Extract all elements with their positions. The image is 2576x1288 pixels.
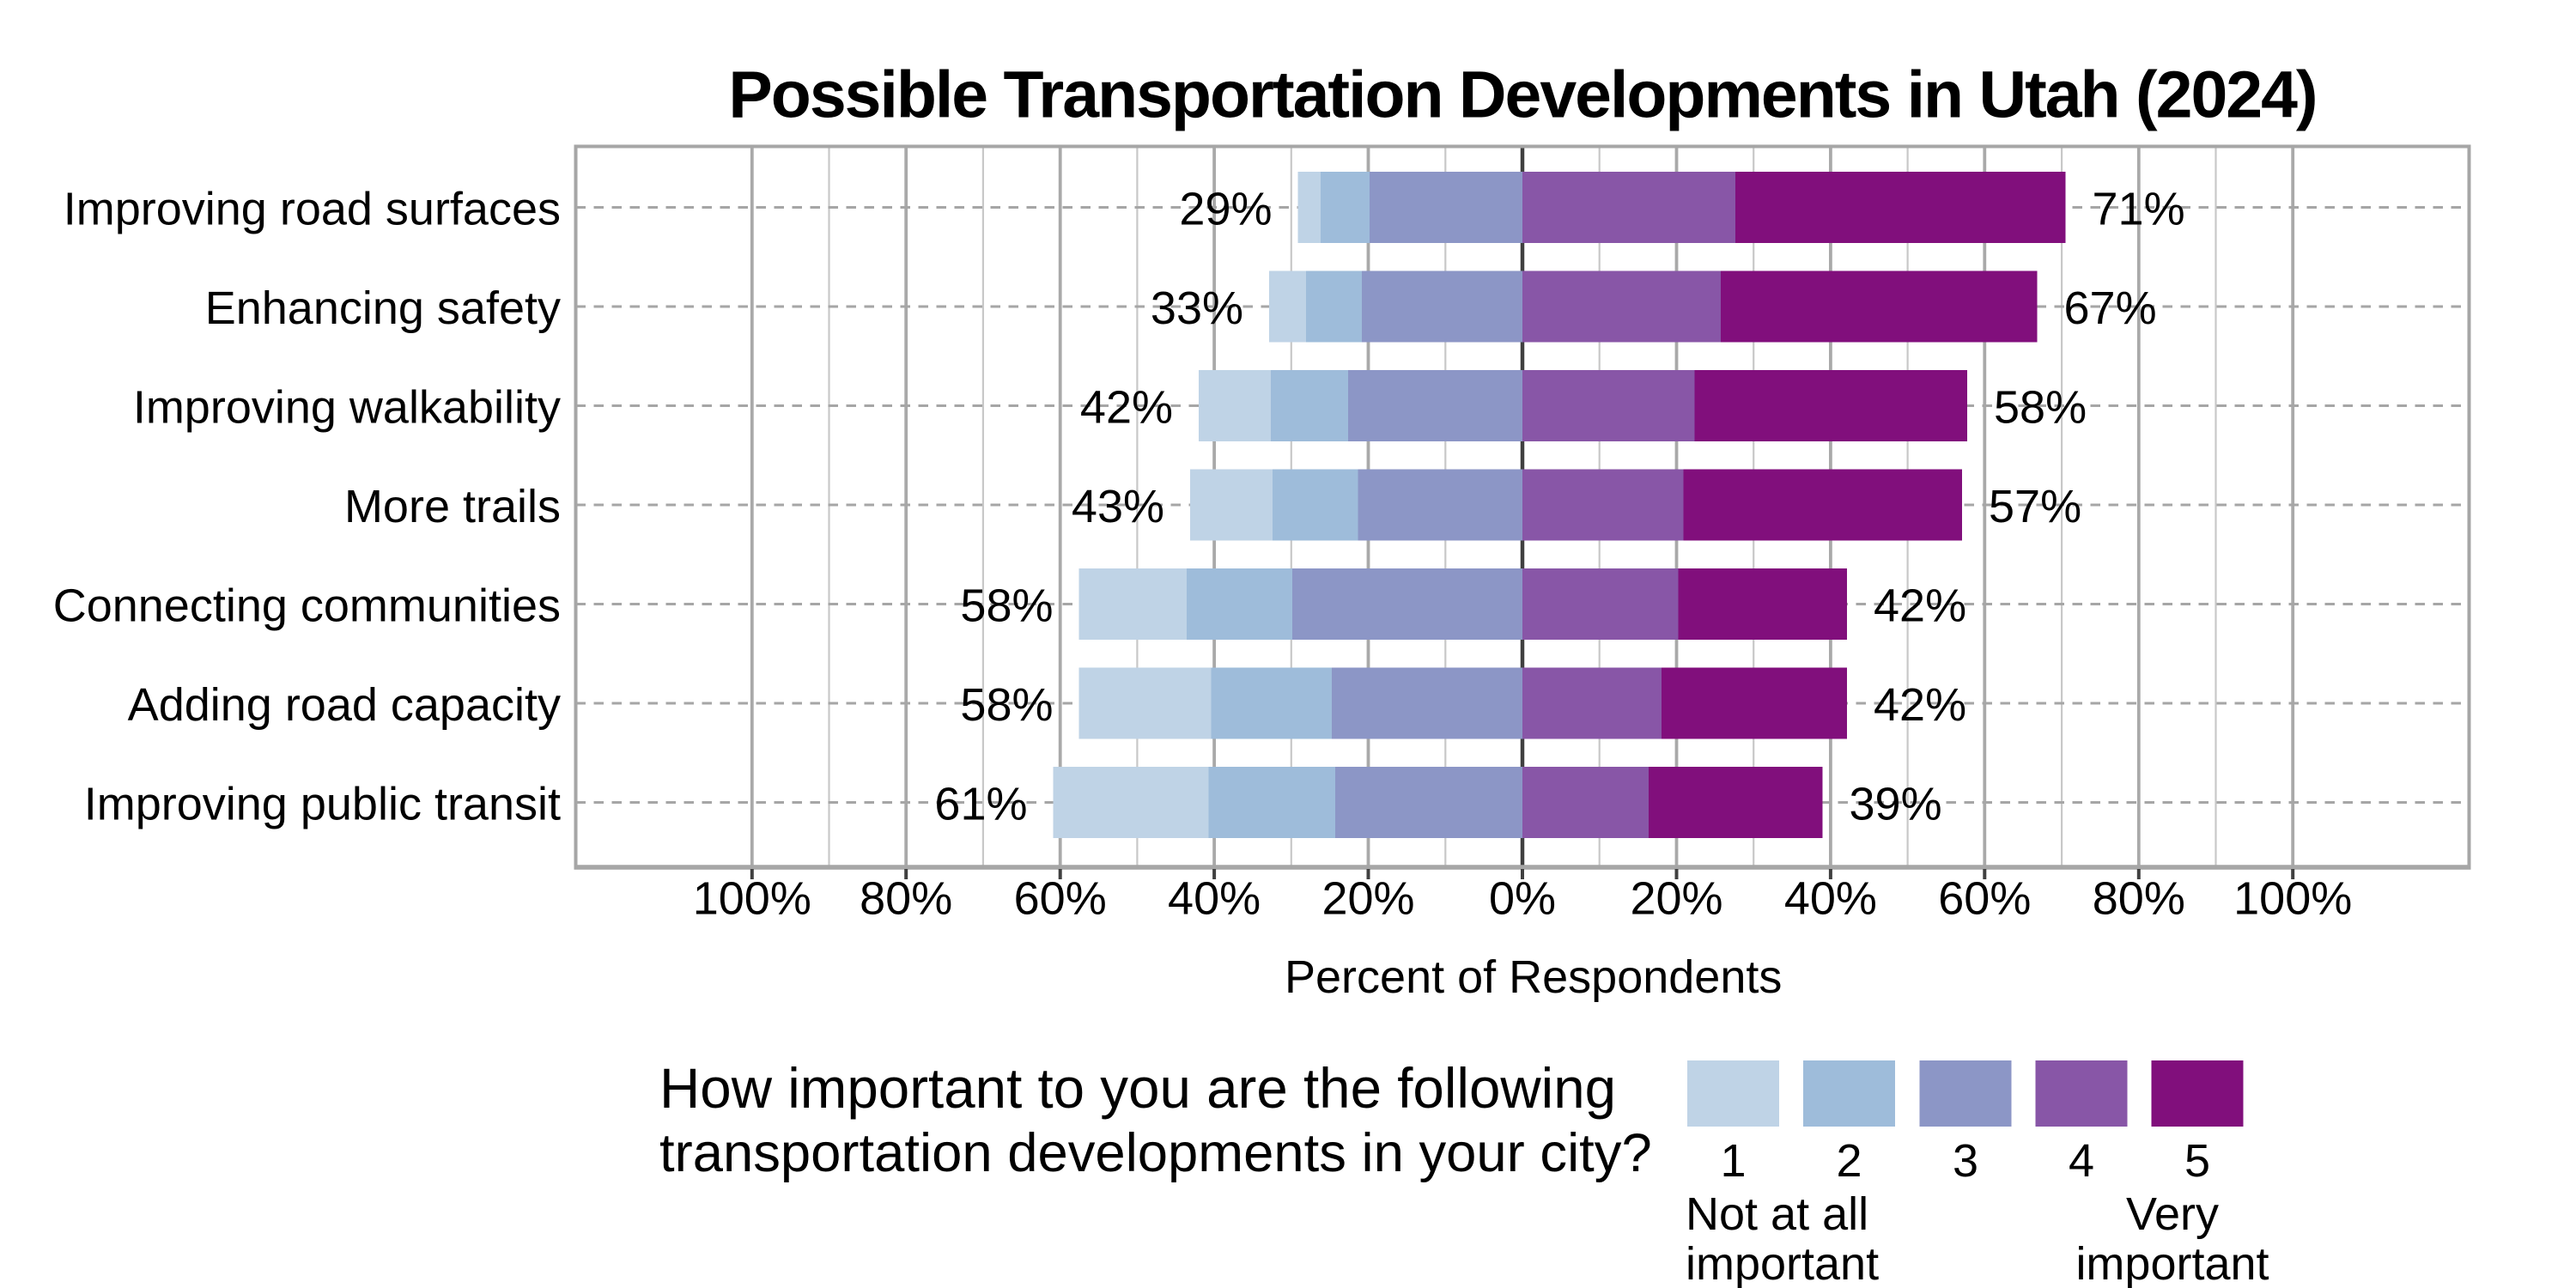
svg-text:71%: 71% <box>2093 184 2185 235</box>
svg-text:Very: Very <box>2126 1188 2219 1240</box>
svg-text:80%: 80% <box>860 873 952 925</box>
svg-text:Improving public transit: Improving public transit <box>84 779 561 830</box>
svg-text:5: 5 <box>2184 1135 2210 1187</box>
svg-text:1: 1 <box>1720 1135 1746 1187</box>
svg-text:60%: 60% <box>1014 873 1107 925</box>
svg-text:33%: 33% <box>1151 283 1243 334</box>
svg-text:3: 3 <box>1953 1135 1978 1187</box>
svg-text:important: important <box>1686 1238 1879 1288</box>
svg-text:42%: 42% <box>1080 382 1173 434</box>
svg-text:Possible Transportation Develo: Possible Transportation Developments in … <box>728 58 2316 132</box>
svg-text:Connecting communities: Connecting communities <box>53 580 561 632</box>
svg-text:important: important <box>2075 1238 2269 1288</box>
svg-text:58%: 58% <box>1994 382 2087 434</box>
svg-text:42%: 42% <box>1874 580 1966 632</box>
svg-text:How important to you are the f: How important to you are the following <box>659 1057 1616 1120</box>
svg-text:61%: 61% <box>934 779 1027 830</box>
svg-text:43%: 43% <box>1072 481 1164 532</box>
svg-text:Enhancing safety: Enhancing safety <box>205 283 561 334</box>
svg-text:transportation developments in: transportation developments in your city… <box>659 1123 1652 1183</box>
svg-text:40%: 40% <box>1168 873 1261 925</box>
svg-text:100%: 100% <box>2233 873 2352 925</box>
svg-text:Improving road surfaces: Improving road surfaces <box>64 184 561 235</box>
svg-text:42%: 42% <box>1874 679 1966 731</box>
svg-text:58%: 58% <box>960 679 1053 731</box>
svg-text:Adding road capacity: Adding road capacity <box>128 679 561 731</box>
svg-text:4: 4 <box>2069 1135 2094 1187</box>
svg-text:20%: 20% <box>1630 873 1722 925</box>
svg-text:0%: 0% <box>1489 873 1556 925</box>
svg-text:39%: 39% <box>1850 779 1942 830</box>
svg-text:Not at all: Not at all <box>1686 1188 1868 1240</box>
svg-text:40%: 40% <box>1784 873 1877 925</box>
svg-text:57%: 57% <box>1989 481 2081 532</box>
svg-text:Percent of Respondents: Percent of Respondents <box>1285 951 1782 1003</box>
svg-text:80%: 80% <box>2093 873 2185 925</box>
svg-text:60%: 60% <box>1938 873 2031 925</box>
svg-text:100%: 100% <box>693 873 811 925</box>
svg-text:Improving walkability: Improving walkability <box>133 382 561 434</box>
svg-text:More trails: More trails <box>344 481 561 532</box>
svg-text:67%: 67% <box>2064 283 2157 334</box>
svg-text:20%: 20% <box>1321 873 1414 925</box>
svg-text:29%: 29% <box>1179 184 1272 235</box>
svg-text:58%: 58% <box>960 580 1053 632</box>
svg-text:2: 2 <box>1836 1135 1862 1187</box>
